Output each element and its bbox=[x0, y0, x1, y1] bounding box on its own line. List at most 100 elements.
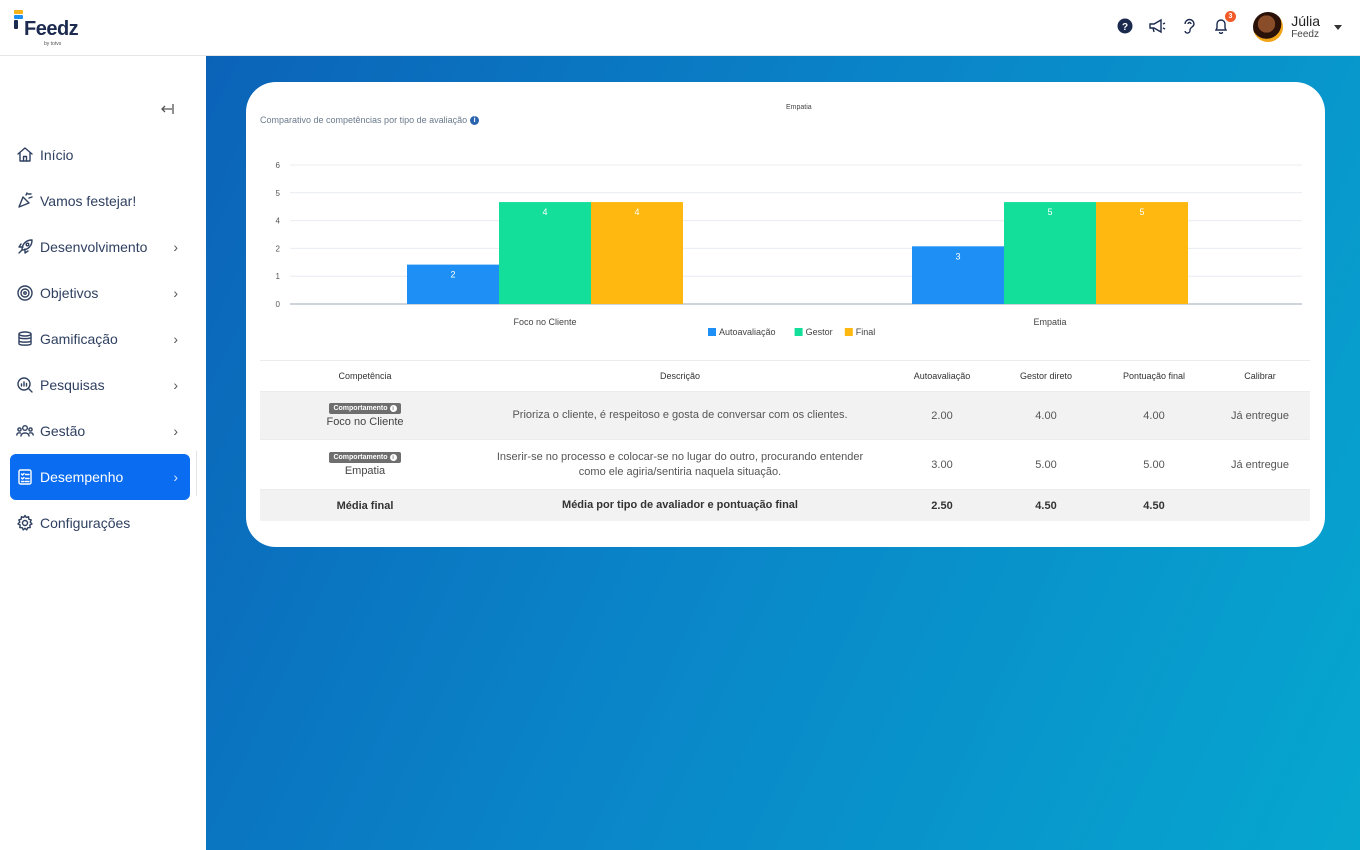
y-tick-label: 6 bbox=[276, 161, 281, 170]
sidebar-item-label: Configurações bbox=[40, 515, 131, 531]
footer-auto-avg: 2.50 bbox=[931, 499, 953, 512]
header-actions: ? 3 bbox=[1116, 11, 1236, 35]
performance-card: Empatia Comparativo de competências por … bbox=[246, 82, 1325, 547]
competency-bar-chart: 0 1 2 4 5 6 2 4 4 Foco no Cliente 3 5 5 Empatia Autoav… bbox=[276, 161, 1302, 337]
data-label: 3 bbox=[955, 251, 960, 261]
sidebar-item-label: Desempenho bbox=[40, 469, 124, 485]
user-menu[interactable]: Júlia Feedz bbox=[1253, 12, 1342, 42]
feedz-logo[interactable]: Feedz by totvs bbox=[14, 8, 84, 50]
sidebar-item-inicio[interactable]: Início bbox=[10, 132, 190, 178]
footer-description: Média por tipo de avaliador e pontuação … bbox=[562, 499, 798, 512]
competency-name: Foco no Cliente bbox=[326, 416, 404, 428]
sidebar-item-desenvolvimento[interactable]: Desenvolvimento › bbox=[10, 224, 190, 270]
bar bbox=[591, 202, 683, 304]
sidebar: Início Vamos festejar! Desenvolvimento › Obj… bbox=[0, 56, 206, 850]
legend-label: Final bbox=[856, 327, 876, 337]
user-info: Júlia Feedz bbox=[1291, 12, 1320, 41]
top-bar: Feedz by totvs ? 3 Júlia Feedz bbox=[0, 0, 1360, 56]
legend-label: Gestor bbox=[806, 327, 833, 337]
header-calibrar: Calibrar bbox=[1244, 371, 1276, 381]
table-header: Competência Descrição Autoavaliação Gest… bbox=[260, 360, 1310, 391]
competency-description: Prioriza o cliente, é respeitoso e gosta… bbox=[512, 409, 848, 422]
info-icon[interactable]: i bbox=[389, 454, 397, 461]
help-icon[interactable]: ? bbox=[1116, 17, 1134, 35]
sidebar-item-label: Gamificação bbox=[40, 331, 118, 347]
category-badge: Comportamento i bbox=[329, 403, 401, 414]
svg-text:?: ? bbox=[1122, 22, 1128, 33]
notification-badge: 3 bbox=[1225, 11, 1236, 22]
sidebar-item-desempenho[interactable]: Desempenho › bbox=[10, 454, 190, 500]
chart-subtitle-wrap: Comparativo de competências por tipo de … bbox=[260, 115, 480, 125]
category-badge-label: Comportamento bbox=[333, 454, 388, 461]
sidebar-divider bbox=[196, 451, 197, 496]
logo-mark-icon bbox=[14, 10, 23, 29]
data-label: 4 bbox=[634, 207, 639, 217]
header-descricao: Descrição bbox=[659, 370, 700, 381]
header-pontuacao-final: Pontuação final bbox=[1122, 371, 1186, 381]
sidebar-item-label: Pesquisas bbox=[40, 377, 105, 393]
collapse-sidebar-icon[interactable] bbox=[160, 102, 174, 118]
bar bbox=[407, 264, 499, 304]
header-gestor: Gestor direto bbox=[1019, 371, 1073, 381]
sidebar-item-pesquisas[interactable]: Pesquisas › bbox=[10, 362, 190, 408]
survey-icon bbox=[16, 376, 34, 394]
sidebar-item-label: Início bbox=[40, 147, 74, 163]
checklist-icon bbox=[16, 468, 34, 486]
sidebar-item-label: Objetivos bbox=[40, 285, 99, 301]
competency-name: Empatia bbox=[344, 465, 386, 477]
target-icon bbox=[16, 284, 34, 302]
y-tick-label: 1 bbox=[276, 272, 281, 281]
chart-subtitle: Comparativo de competências por tipo de … bbox=[260, 115, 468, 125]
megaphone-icon[interactable] bbox=[1148, 17, 1166, 35]
user-org: Feedz bbox=[1291, 29, 1319, 41]
sidebar-item-gamificacao[interactable]: Gamificação › bbox=[10, 316, 190, 362]
bell-icon[interactable]: 3 bbox=[1212, 11, 1236, 35]
sidebar-item-label: Desenvolvimento bbox=[40, 239, 148, 255]
final-score: 5.00 bbox=[1143, 458, 1165, 471]
y-tick-label: 0 bbox=[276, 300, 281, 309]
sidebar-nav: Início Vamos festejar! Desenvolvimento › Obj… bbox=[10, 132, 190, 546]
info-icon[interactable]: i bbox=[389, 405, 397, 412]
bar bbox=[1004, 202, 1096, 304]
ear-icon[interactable] bbox=[1180, 17, 1198, 35]
chevron-right-icon: › bbox=[173, 377, 178, 393]
coins-icon bbox=[16, 330, 34, 348]
footer-manager-avg: 4.50 bbox=[1035, 499, 1057, 512]
info-icon[interactable]: i bbox=[470, 115, 480, 125]
header-autoavaliacao: Autoavaliação bbox=[913, 371, 971, 381]
party-icon bbox=[16, 192, 34, 210]
sidebar-item-label: Gestão bbox=[40, 423, 86, 439]
y-tick-label: 5 bbox=[276, 189, 281, 198]
chevron-right-icon: › bbox=[173, 423, 178, 439]
legend-swatch bbox=[708, 328, 716, 336]
header-competencia: Competência bbox=[338, 371, 392, 381]
sidebar-item-configuracoes[interactable]: Configurações bbox=[10, 500, 190, 546]
manager-score: 4.00 bbox=[1035, 409, 1057, 422]
auto-score: 2.00 bbox=[931, 409, 953, 422]
bar bbox=[499, 202, 591, 304]
category-badge-label: Comportamento bbox=[333, 405, 388, 412]
sidebar-item-objetivos[interactable]: Objetivos › bbox=[10, 270, 190, 316]
auto-score: 3.00 bbox=[931, 458, 953, 471]
table-row: Comportamento i Empatia Inserir-se no pro… bbox=[260, 439, 1310, 489]
calibrate-status: Já entregue bbox=[1230, 409, 1290, 422]
footer-label: Média final bbox=[336, 499, 394, 512]
y-tick-label: 2 bbox=[276, 244, 281, 253]
competency-cell: Comportamento i Foco no Cliente bbox=[260, 403, 470, 428]
data-label: 5 bbox=[1047, 207, 1052, 217]
user-name: Júlia bbox=[1291, 12, 1320, 29]
sidebar-item-label: Vamos festejar! bbox=[40, 193, 137, 209]
sidebar-item-gestao[interactable]: Gestão › bbox=[10, 408, 190, 454]
data-label: 5 bbox=[1139, 207, 1144, 217]
sidebar-item-vamos-festejar[interactable]: Vamos festejar! bbox=[10, 178, 190, 224]
legend-swatch bbox=[794, 328, 803, 336]
logo-subtext: by totvs bbox=[44, 41, 62, 47]
data-label: 4 bbox=[542, 207, 547, 217]
bar bbox=[912, 246, 1004, 304]
legend-swatch bbox=[844, 328, 853, 336]
bar bbox=[1096, 202, 1188, 304]
competency-table: Competência Descrição Autoavaliação Gest… bbox=[260, 360, 1310, 521]
y-tick-label: 4 bbox=[276, 217, 281, 226]
manager-score: 5.00 bbox=[1035, 458, 1057, 471]
chevron-right-icon: › bbox=[173, 469, 178, 485]
